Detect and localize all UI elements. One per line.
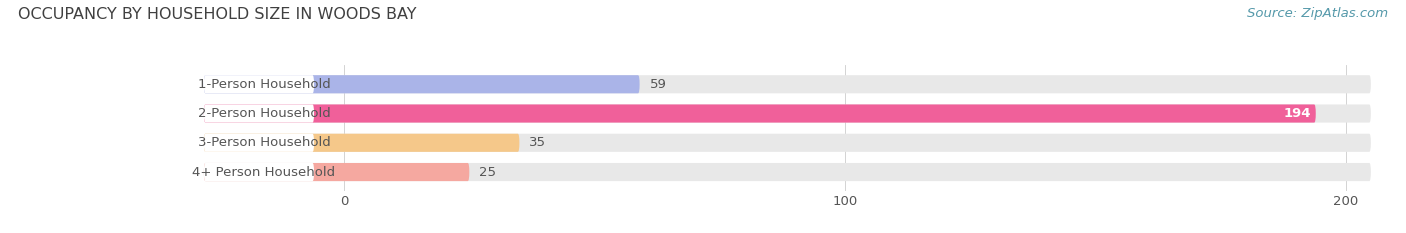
FancyBboxPatch shape <box>204 104 1371 123</box>
FancyBboxPatch shape <box>204 75 314 93</box>
Text: 4+ Person Household: 4+ Person Household <box>193 165 336 178</box>
Text: 2-Person Household: 2-Person Household <box>198 107 330 120</box>
FancyBboxPatch shape <box>204 163 470 181</box>
FancyBboxPatch shape <box>204 75 640 93</box>
FancyBboxPatch shape <box>204 104 314 123</box>
Text: 35: 35 <box>530 136 547 149</box>
Text: OCCUPANCY BY HOUSEHOLD SIZE IN WOODS BAY: OCCUPANCY BY HOUSEHOLD SIZE IN WOODS BAY <box>18 7 416 22</box>
FancyBboxPatch shape <box>204 134 519 152</box>
Text: 25: 25 <box>479 165 496 178</box>
FancyBboxPatch shape <box>204 163 1371 181</box>
Text: 59: 59 <box>650 78 666 91</box>
Text: 1-Person Household: 1-Person Household <box>198 78 330 91</box>
FancyBboxPatch shape <box>204 163 314 181</box>
FancyBboxPatch shape <box>204 75 1371 93</box>
FancyBboxPatch shape <box>204 134 314 152</box>
FancyBboxPatch shape <box>204 104 1316 123</box>
Text: Source: ZipAtlas.com: Source: ZipAtlas.com <box>1247 7 1388 20</box>
FancyBboxPatch shape <box>204 134 1371 152</box>
Text: 3-Person Household: 3-Person Household <box>198 136 330 149</box>
Text: 194: 194 <box>1284 107 1310 120</box>
